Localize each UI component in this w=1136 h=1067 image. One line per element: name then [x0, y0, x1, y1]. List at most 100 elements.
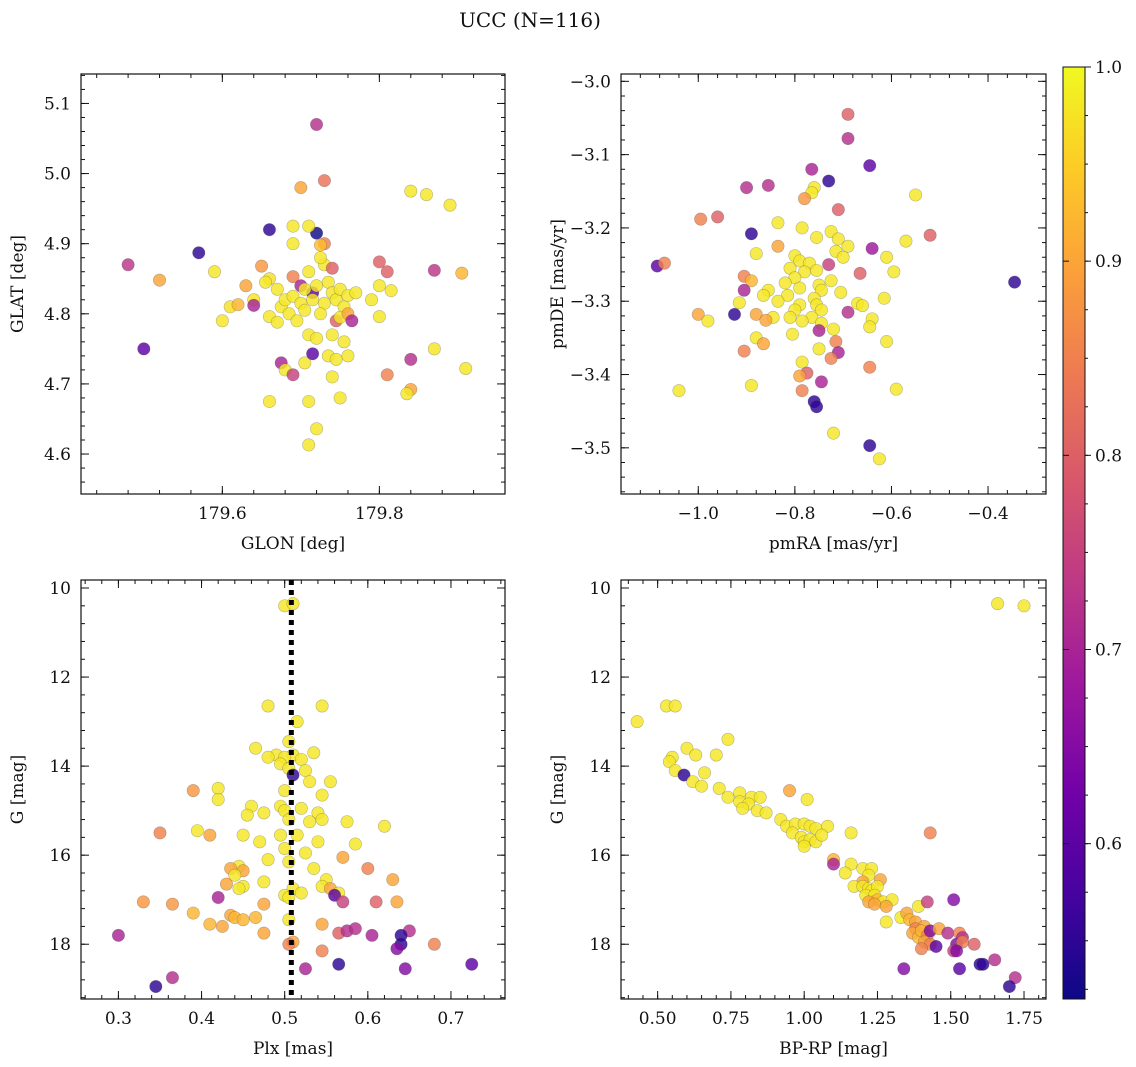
data-point	[311, 835, 325, 849]
colorbar-tick-label: 0.6	[1095, 835, 1122, 855]
data-point	[868, 897, 882, 911]
data-point	[240, 808, 254, 822]
data-point	[261, 750, 275, 764]
data-point	[909, 188, 923, 202]
data-point	[384, 284, 398, 298]
y-axis-label: GLAT [deg]	[8, 235, 28, 333]
data-point	[841, 107, 855, 121]
data-point	[111, 928, 125, 942]
data-point	[727, 307, 741, 321]
data-point	[756, 337, 770, 351]
data-point	[294, 886, 308, 900]
data-point	[211, 781, 225, 795]
y-tick-label: 14	[49, 757, 71, 777]
data-point	[783, 784, 797, 798]
data-point	[298, 846, 312, 860]
data-point	[877, 291, 891, 305]
data-point	[307, 746, 321, 760]
x-tick-label: 0.3	[105, 1009, 132, 1029]
data-point	[795, 314, 809, 328]
data-point	[824, 351, 838, 365]
data-point	[950, 944, 964, 958]
data-point	[236, 828, 250, 842]
data-point	[270, 315, 284, 329]
data-point	[165, 897, 179, 911]
data-point	[286, 270, 300, 284]
data-point	[286, 237, 300, 251]
data-point	[231, 298, 245, 312]
data-point	[698, 766, 712, 780]
x-tick-label: 0.50	[639, 1009, 677, 1029]
data-point	[427, 342, 441, 356]
data-point	[812, 342, 826, 356]
y-tick-label: 16	[49, 846, 71, 866]
data-point	[386, 873, 400, 887]
data-point	[740, 181, 754, 195]
y-tick-label: 18	[49, 935, 71, 955]
data-point	[753, 790, 767, 804]
data-point	[332, 957, 346, 971]
y-tick-label: 4.9	[44, 235, 71, 255]
data-point	[215, 314, 229, 328]
data-point	[317, 174, 331, 188]
data-point	[814, 375, 828, 389]
data-point	[821, 819, 835, 833]
data-point	[759, 806, 773, 820]
data-point	[744, 227, 758, 241]
data-point	[190, 824, 204, 838]
data-point	[262, 223, 276, 237]
data-point	[815, 828, 829, 842]
data-point	[121, 258, 135, 272]
data-point	[290, 314, 304, 328]
data-point	[192, 246, 206, 260]
data-point	[290, 828, 304, 842]
data-point	[336, 850, 350, 864]
data-point	[211, 890, 225, 904]
data-point	[298, 303, 312, 317]
data-point	[400, 387, 414, 401]
data-point	[744, 379, 758, 393]
data-point	[736, 801, 750, 815]
data-point	[427, 263, 441, 277]
y-axis-label: pmDE [mas/yr]	[548, 219, 568, 349]
data-point	[822, 174, 836, 188]
colorbar-tick-label: 0.7	[1095, 641, 1122, 661]
data-point	[315, 813, 329, 827]
data-point	[879, 915, 893, 929]
panel-pmra-pmde: −1.0 −0.8 −0.6 −0.4 −3.5 −3.4 −3.3 −3.2 −3.1 −3.0…	[548, 72, 1047, 554]
data-point	[691, 307, 705, 321]
x-tick-label: 1.00	[785, 1009, 823, 1029]
data-point	[838, 866, 852, 880]
data-point	[783, 310, 797, 324]
data-point	[1008, 275, 1022, 289]
data-point	[1002, 980, 1016, 994]
data-point	[795, 384, 809, 398]
data-point	[923, 826, 937, 840]
data-point	[694, 212, 708, 226]
data-point	[879, 899, 893, 913]
y-tick-label: 4.7	[44, 375, 71, 395]
x-axis-label: pmRA [mas/yr]	[769, 534, 898, 554]
data-point	[677, 768, 691, 782]
data-point	[865, 241, 879, 255]
data-point	[325, 370, 339, 384]
data-point	[270, 282, 284, 296]
data-point	[236, 913, 250, 927]
data-point	[262, 394, 276, 408]
data-point	[365, 293, 379, 307]
data-point	[427, 937, 441, 951]
data-point	[800, 793, 814, 807]
data-point	[841, 132, 855, 146]
panel-bprp-g: 0.50 0.75 1.00 1.25 1.50 1.75 10 12 14 16 18 BP-RP …	[548, 579, 1047, 1059]
data-point	[814, 283, 828, 297]
panel-plx-g: 0.3 0.4 0.5 0.6 0.7 10 12 14 16 18 Plx [mas] G [mag…	[8, 579, 506, 1059]
data-point	[822, 258, 836, 272]
data-point	[149, 980, 163, 994]
data-point	[798, 265, 812, 279]
y-tick-label: −3.2	[570, 219, 611, 239]
data-point	[306, 293, 320, 307]
y-tick-label: −3.1	[570, 146, 611, 166]
y-tick-label: 18	[589, 935, 611, 955]
data-point	[336, 895, 350, 909]
